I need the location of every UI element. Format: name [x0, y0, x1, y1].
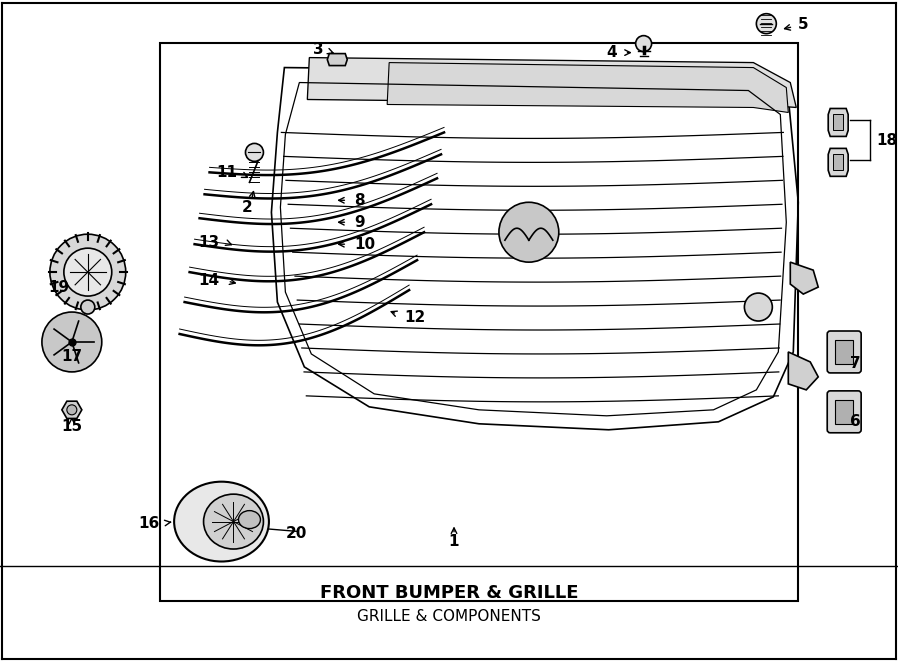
Ellipse shape — [238, 510, 260, 528]
Text: 9: 9 — [355, 214, 365, 230]
Circle shape — [42, 312, 102, 372]
Text: 18: 18 — [876, 133, 897, 148]
Circle shape — [744, 293, 772, 321]
Circle shape — [499, 203, 559, 262]
Text: 14: 14 — [198, 273, 220, 287]
Polygon shape — [387, 63, 788, 113]
Bar — [835, 400, 853, 424]
Polygon shape — [790, 262, 818, 294]
Text: FRONT BUMPER & GRILLE: FRONT BUMPER & GRILLE — [320, 585, 579, 602]
Text: 17: 17 — [61, 350, 83, 365]
Text: 3: 3 — [312, 42, 323, 57]
Text: 16: 16 — [139, 516, 159, 531]
Text: 5: 5 — [798, 17, 809, 32]
Text: GRILLE & COMPONENTS: GRILLE & COMPONENTS — [357, 609, 541, 624]
Polygon shape — [307, 58, 796, 107]
Polygon shape — [828, 109, 848, 136]
Text: 2: 2 — [242, 200, 253, 214]
Polygon shape — [328, 54, 347, 66]
Text: 12: 12 — [404, 310, 426, 324]
Circle shape — [756, 14, 777, 34]
Text: 7: 7 — [850, 356, 860, 371]
Circle shape — [50, 234, 126, 310]
Circle shape — [246, 144, 264, 162]
Circle shape — [81, 300, 94, 314]
Bar — [833, 154, 843, 170]
Text: 19: 19 — [49, 279, 70, 295]
FancyBboxPatch shape — [827, 391, 861, 433]
Bar — [835, 340, 853, 364]
Circle shape — [64, 248, 112, 296]
Text: 11: 11 — [217, 165, 238, 180]
Polygon shape — [788, 352, 818, 390]
Text: 13: 13 — [198, 235, 220, 250]
Text: 8: 8 — [355, 193, 365, 208]
Text: 6: 6 — [850, 414, 861, 429]
Bar — [833, 115, 843, 130]
Polygon shape — [828, 148, 848, 176]
Text: 1: 1 — [449, 534, 459, 549]
Polygon shape — [62, 401, 82, 418]
Circle shape — [635, 36, 652, 52]
Text: 15: 15 — [61, 419, 83, 434]
Ellipse shape — [203, 494, 264, 549]
FancyBboxPatch shape — [827, 331, 861, 373]
Circle shape — [67, 405, 76, 415]
Bar — [159, 42, 798, 601]
Text: 10: 10 — [355, 237, 375, 252]
Text: 4: 4 — [606, 45, 616, 60]
Text: 20: 20 — [286, 526, 307, 541]
Ellipse shape — [174, 482, 269, 561]
